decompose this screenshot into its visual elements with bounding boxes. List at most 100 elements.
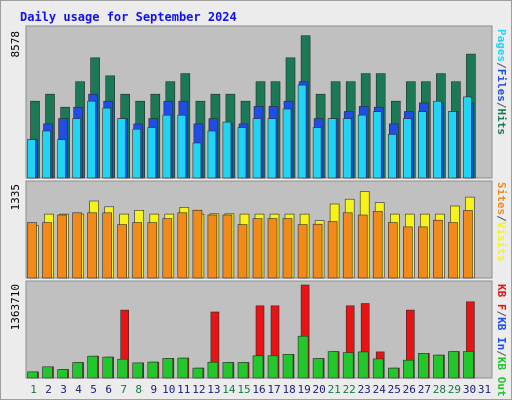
kb-out-bar-day-13 bbox=[207, 361, 219, 379]
sites-bar-day-15 bbox=[237, 224, 248, 279]
pages-bar-day-11 bbox=[177, 114, 187, 179]
pages-bar-day-15 bbox=[237, 127, 247, 179]
sites-bar-day-23 bbox=[357, 214, 368, 279]
sites-bar-day-20 bbox=[312, 223, 323, 279]
day-label-4: 4 bbox=[75, 383, 82, 396]
sites-bar-day-1 bbox=[27, 222, 37, 279]
sites-bar-day-5 bbox=[87, 212, 97, 279]
day-label-21: 21 bbox=[328, 383, 341, 396]
legend-hits: Hits bbox=[495, 109, 508, 136]
pages-bar-day-28 bbox=[433, 100, 442, 179]
day-label-20: 20 bbox=[312, 383, 325, 396]
kb-out-bar-day-5 bbox=[87, 355, 98, 379]
legend-kbout: KB Out bbox=[495, 357, 508, 397]
kb-out-bar-day-27 bbox=[417, 352, 429, 379]
pages-bar-day-7 bbox=[117, 118, 126, 179]
day-label-26: 26 bbox=[403, 383, 416, 396]
day-label-30: 30 bbox=[463, 383, 476, 396]
legend-sites: Sites bbox=[495, 182, 508, 215]
day-label-22: 22 bbox=[343, 383, 356, 396]
day-label-15: 15 bbox=[237, 383, 250, 396]
sites-bar-day-25 bbox=[387, 222, 398, 279]
day-label-1: 1 bbox=[30, 383, 37, 396]
kb-out-bar-day-9 bbox=[147, 361, 159, 379]
pages-bar-day-18 bbox=[282, 108, 292, 179]
sites-bar-day-18 bbox=[282, 218, 293, 279]
sites-bar-day-13 bbox=[207, 214, 218, 279]
pages-bar-day-5 bbox=[87, 100, 96, 179]
legend-kbin: KB In bbox=[495, 317, 508, 350]
pages-bar-day-9 bbox=[147, 127, 157, 179]
pages-bar-day-20 bbox=[312, 127, 322, 179]
kb-out-bar-day-10 bbox=[162, 358, 174, 379]
sites-bar-day-12 bbox=[192, 209, 203, 279]
pages-bar-day-23 bbox=[357, 114, 367, 179]
day-label-29: 29 bbox=[448, 383, 461, 396]
day-label-8: 8 bbox=[135, 383, 142, 396]
hits-max-label: 8578 bbox=[9, 31, 22, 58]
sites-bar-day-21 bbox=[327, 221, 338, 279]
pages-bar-day-6 bbox=[102, 107, 111, 179]
kb-out-bar-day-2 bbox=[42, 366, 53, 379]
kb-out-bar-day-20 bbox=[312, 358, 324, 379]
sites-bar-day-22 bbox=[342, 212, 353, 279]
kb-out-bar-day-19 bbox=[297, 335, 309, 379]
kb-out-bar-day-7 bbox=[117, 358, 128, 379]
kb-out-bar-day-21 bbox=[327, 351, 339, 379]
day-label-16: 16 bbox=[252, 383, 265, 396]
pages-bar-day-29 bbox=[448, 111, 457, 179]
sites-bar-day-29 bbox=[448, 222, 458, 279]
legend-sep: / bbox=[495, 62, 508, 69]
day-axis-labels: 1 2 3 4 5 6 7 8 9 10 11 12 13 14 15 16 17 18 19 20 21 22 23 24 2… bbox=[30, 383, 491, 396]
sites-bar-day-26 bbox=[402, 226, 413, 279]
day-label-2: 2 bbox=[45, 383, 52, 396]
pages-bar-day-3 bbox=[57, 139, 66, 179]
day-label-27: 27 bbox=[418, 383, 431, 396]
legend-kbf: KB F bbox=[495, 284, 508, 311]
sites-bar-day-4 bbox=[72, 212, 82, 279]
sites-bar-day-24 bbox=[372, 211, 383, 279]
kb-max-label: 1363710 bbox=[9, 284, 22, 330]
pages-bar-day-12 bbox=[192, 142, 202, 179]
kb-out-bar-day-28 bbox=[433, 354, 444, 379]
kb-out-bar-day-29 bbox=[448, 351, 459, 379]
day-label-14: 14 bbox=[222, 383, 236, 396]
sites-bar-day-2 bbox=[42, 222, 52, 279]
pages-bar-day-1 bbox=[27, 139, 36, 179]
sites-bar-day-3 bbox=[57, 214, 67, 279]
day-label-18: 18 bbox=[282, 383, 295, 396]
sites-bar-day-19 bbox=[297, 224, 308, 279]
visits-sites-bars bbox=[27, 191, 475, 279]
kb-out-bar-day-14 bbox=[222, 362, 234, 379]
day-label-7: 7 bbox=[120, 383, 127, 396]
pages-files-hits-legend: Pages/Files/Hits bbox=[495, 29, 508, 135]
day-label-11: 11 bbox=[177, 383, 190, 396]
day-label-12: 12 bbox=[192, 383, 205, 396]
sites-bar-day-6 bbox=[102, 212, 112, 279]
day-label-17: 17 bbox=[267, 383, 280, 396]
pages-bar-day-13 bbox=[207, 130, 217, 179]
visits-max-label: 1335 bbox=[9, 184, 22, 211]
legend-sep: / bbox=[495, 350, 508, 357]
legend-sep: / bbox=[495, 311, 508, 318]
pages-bar-day-26 bbox=[402, 118, 412, 179]
pages-bar-day-24 bbox=[372, 111, 382, 179]
kb-out-bar-day-11 bbox=[177, 357, 189, 379]
sites-bar-day-7 bbox=[117, 224, 127, 279]
sites-bar-day-14 bbox=[222, 214, 233, 279]
kb-out-bar-day-8 bbox=[132, 362, 143, 379]
kb-out-bar-day-23 bbox=[357, 351, 369, 379]
kb-out-bar-day-4 bbox=[72, 362, 83, 379]
kb-out-bar-day-24 bbox=[372, 358, 384, 379]
sites-bar-day-9 bbox=[147, 222, 158, 279]
pages-bar-day-16 bbox=[252, 118, 262, 179]
sites-bar-day-11 bbox=[177, 212, 188, 279]
day-label-23: 23 bbox=[358, 383, 371, 396]
kb-out-bar-day-22 bbox=[342, 352, 354, 379]
kb-out-bar-day-12 bbox=[192, 367, 204, 379]
sites-visits-legend: Sites/Visits bbox=[495, 182, 508, 262]
sites-bar-day-16 bbox=[252, 218, 263, 279]
kb-out-bar-day-3 bbox=[57, 369, 68, 379]
